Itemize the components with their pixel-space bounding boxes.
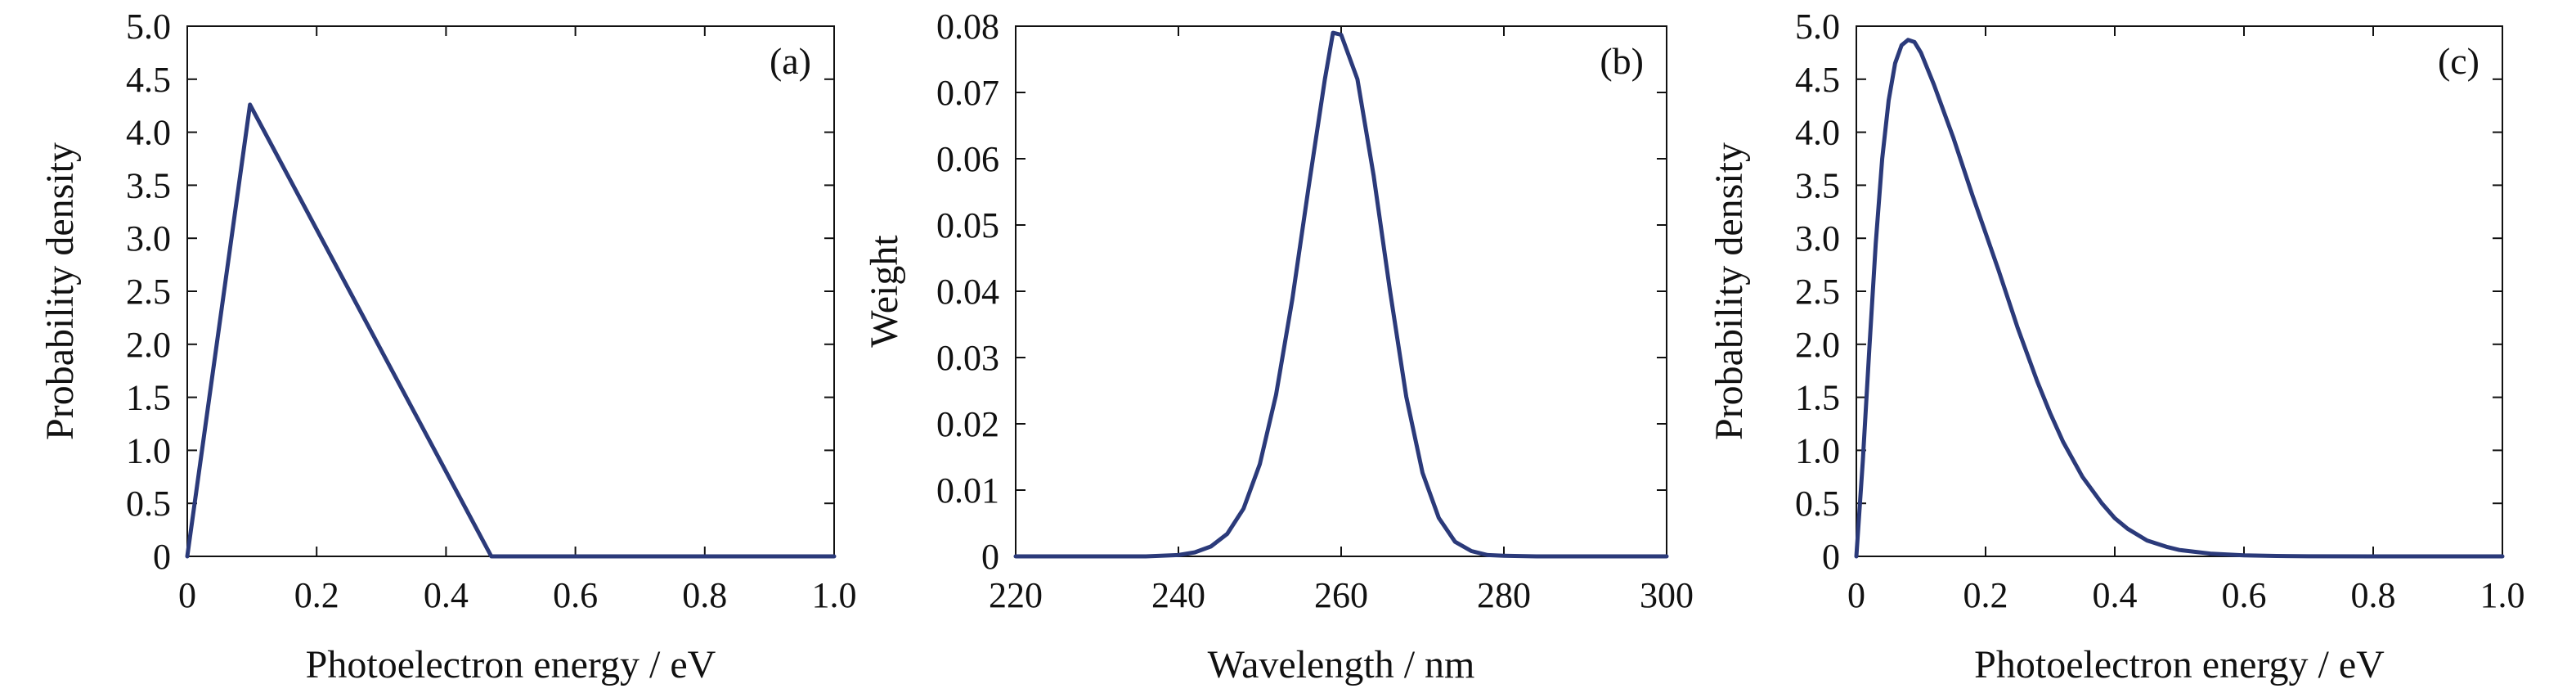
y-tick-label: 0.08 (936, 7, 999, 47)
plot-frame (1856, 25, 2503, 557)
x-tick-label: 0.8 (2351, 575, 2396, 615)
y-tick-label: 3.5 (1795, 165, 1840, 205)
y-tick-label: 0.5 (1795, 484, 1840, 524)
y-tick-label: 0.03 (936, 338, 999, 378)
y-tick-label: 4.0 (1795, 113, 1840, 153)
y-tick-label: 2.5 (126, 272, 171, 312)
panel-letter: (a) (770, 40, 811, 82)
y-tick-label: 2.0 (126, 325, 171, 365)
series-line (1854, 38, 2505, 559)
plot-frame (186, 25, 835, 557)
y-tick-label: 1.0 (1795, 430, 1840, 470)
chart-panel-3: 0 0.2 0.4 0.6 0.8 1.0 0 0.5 1.0 1.5 2.0 2.5 3.0 3.5 4.… (1708, 7, 2525, 686)
y-tick-label: 0 (981, 537, 999, 577)
x-tick-label: 280 (1477, 575, 1531, 615)
y-tick-label: 0.04 (936, 272, 999, 312)
y-tick-label: 0.05 (936, 205, 999, 245)
x-tick-label: 0.6 (553, 575, 598, 615)
y-axis-label: Probability density (38, 142, 82, 440)
x-axis-label: Wavelength / nm (1208, 643, 1475, 686)
x-tick-label: 1.0 (2480, 575, 2525, 615)
y-tick-label: 0 (1822, 537, 1840, 577)
y-tick-label: 4.5 (126, 60, 171, 100)
panel-letter: (c) (2438, 40, 2480, 82)
y-tick-label: 3.5 (126, 165, 171, 205)
y-tick-label: 5.0 (126, 7, 171, 47)
x-tick-label: 0.8 (682, 575, 727, 615)
y-tick-label: 5.0 (1795, 7, 1840, 47)
y-axis-label: Weight (863, 235, 906, 348)
x-tick-label: 260 (1314, 575, 1368, 615)
y-tick-label: 2.5 (1795, 272, 1840, 312)
chart-panel-2: 220 240 260 280 300 0 0.01 0.02 0.03 0.04 0.05 0.06… (863, 7, 1694, 686)
y-tick-label: 0 (153, 537, 171, 577)
x-tick-label: 1.0 (812, 575, 857, 615)
x-axis-label: Photoelectron energy / eV (1974, 643, 2385, 686)
y-tick-label: 0.01 (936, 470, 999, 511)
x-tick-label: 0.6 (2222, 575, 2267, 615)
x-tick-label: 240 (1151, 575, 1205, 615)
x-tick-label: 0.2 (294, 575, 339, 615)
y-tick-label: 1.5 (126, 378, 171, 418)
x-tick-label: 0.4 (2093, 575, 2138, 615)
y-tick-label: 0.07 (936, 73, 999, 113)
x-tick-label: 0.4 (424, 575, 469, 615)
y-axis-label: Probability density (1708, 142, 1751, 440)
x-tick-label: 220 (989, 575, 1043, 615)
y-tick-label: 2.0 (1795, 325, 1840, 365)
y-tick-label: 0.5 (126, 484, 171, 524)
x-tick-label: 0 (1847, 575, 1865, 615)
x-axis-label: Photoelectron energy / eV (306, 643, 716, 686)
x-tick-label: 300 (1640, 575, 1694, 615)
y-tick-label: 0.02 (936, 404, 999, 444)
y-tick-label: 1.0 (126, 430, 171, 470)
y-tick-label: 4.0 (126, 113, 171, 153)
x-tick-label: 0.2 (1963, 575, 2008, 615)
series-line (1013, 30, 1669, 559)
x-tick-label: 0 (178, 575, 196, 615)
y-tick-label: 1.5 (1795, 378, 1840, 418)
y-tick-label: 4.5 (1795, 60, 1840, 100)
chart-panel-1: 0 0.2 0.4 0.6 0.8 1.0 0 0.5 1.0 1.5 2.0 2.5 3.0 3.5 4.… (38, 7, 857, 686)
panel-letter: (b) (1600, 40, 1644, 82)
y-tick-label: 3.0 (126, 218, 171, 259)
series-line (185, 102, 837, 559)
y-tick-label: 0.06 (936, 139, 999, 179)
plot-frame (1015, 25, 1667, 557)
y-tick-label: 3.0 (1795, 218, 1840, 259)
